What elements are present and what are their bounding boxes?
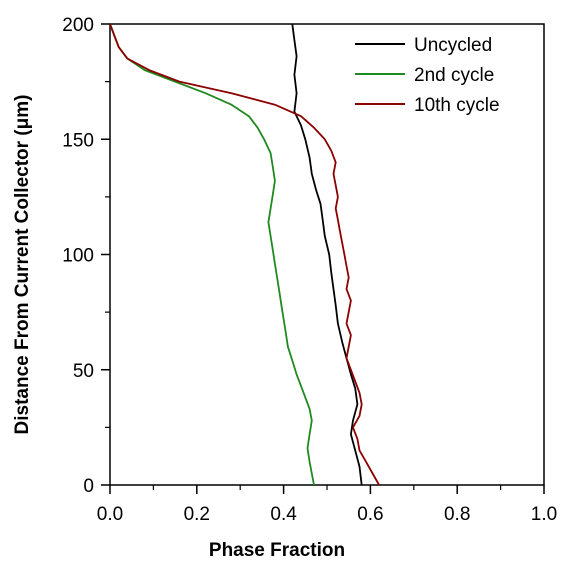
y-tick-label: 50 <box>73 361 94 382</box>
y-tick-label: 200 <box>62 15 94 36</box>
x-tick-label: 0.6 <box>357 504 383 525</box>
y-axis-title: Distance From Current Collector (μm) <box>12 95 33 435</box>
y-tick-label: 0 <box>83 476 94 497</box>
x-tick-label: 0.8 <box>444 504 470 525</box>
legend-label-3: 10th cycle <box>414 95 500 116</box>
legend-label-1: Uncycled <box>414 35 492 56</box>
legend: Uncycled 2nd cycle 10th cycle <box>355 35 500 116</box>
series-layer <box>109 23 380 486</box>
y-tick-label: 100 <box>62 246 94 267</box>
x-tick-label: 0.4 <box>270 504 297 525</box>
plot-area <box>109 23 545 486</box>
series-line-2 <box>109 23 315 486</box>
y-tick-label: 150 <box>62 130 94 151</box>
series-line-1 <box>291 23 363 486</box>
plot-border <box>109 23 545 486</box>
series-line-3 <box>109 23 380 486</box>
x-tick-label: 0.0 <box>97 504 123 525</box>
x-axis-title: Phase Fraction <box>209 540 345 561</box>
x-tick-label: 1.0 <box>531 504 557 525</box>
x-tick-label: 0.2 <box>184 504 210 525</box>
tick-layer: 0.0 0.2 0.4 0.6 0.8 1.0 0 50 100 150 200 <box>62 15 557 525</box>
legend-label-2: 2nd cycle <box>414 65 494 86</box>
